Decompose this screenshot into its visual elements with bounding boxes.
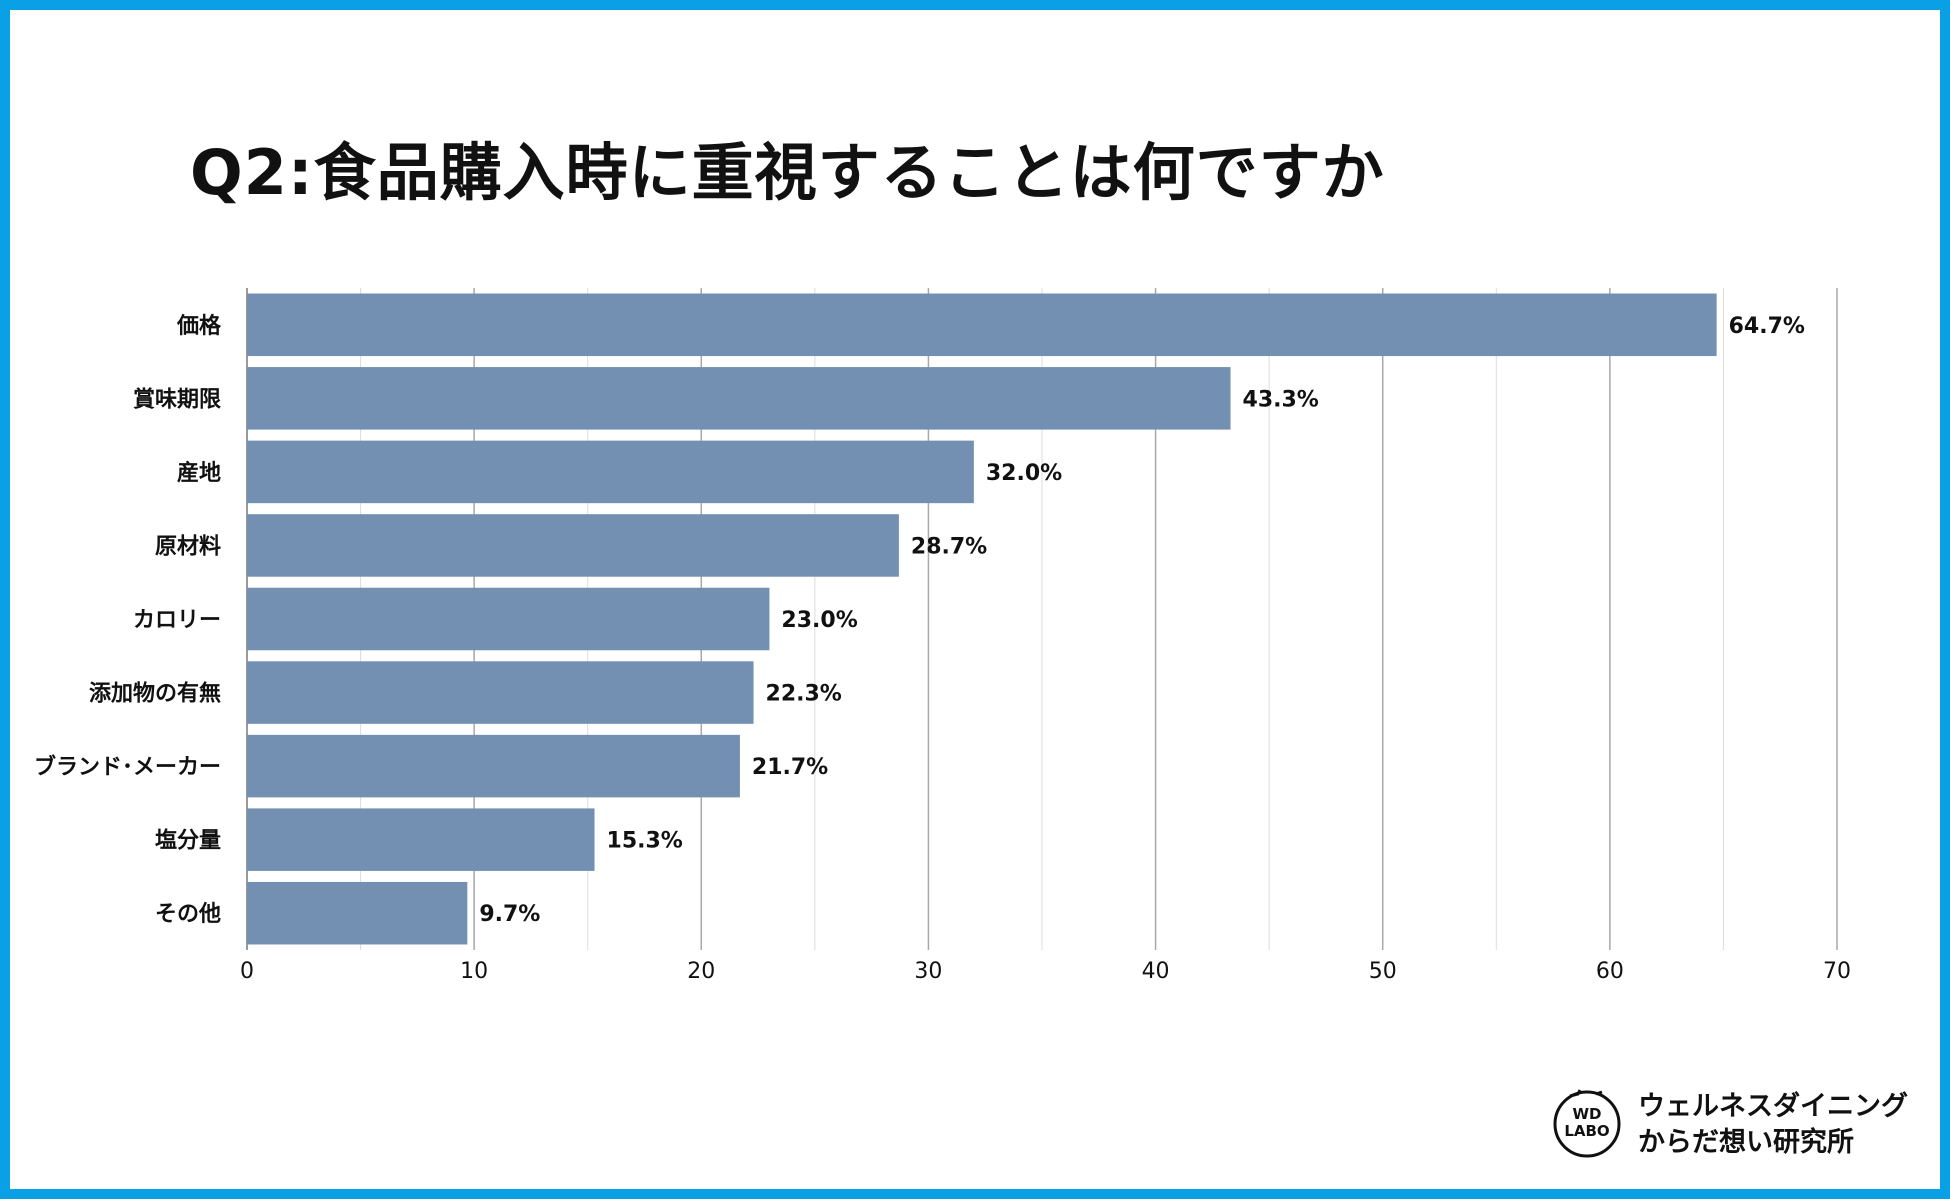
x-tick-label: 40 bbox=[1142, 959, 1170, 984]
category-label: 価格 bbox=[176, 313, 222, 339]
data-label: 23.0% bbox=[781, 608, 857, 633]
data-label: 15.3% bbox=[607, 829, 683, 854]
data-label: 21.7% bbox=[752, 755, 828, 780]
x-tick-label: 50 bbox=[1369, 959, 1397, 984]
bar-chart: 0 10 20 30 40 50 60 70 価格 64.7% 賞味期限 43.3% 産地 32.0% 原材… bbox=[34, 288, 1851, 984]
bar bbox=[247, 514, 899, 577]
data-label: 22.3% bbox=[766, 682, 842, 707]
category-label: 賞味期限 bbox=[133, 386, 221, 412]
category-label: ブランド･メーカー bbox=[34, 754, 221, 780]
data-label: 32.0% bbox=[986, 461, 1062, 486]
bars bbox=[247, 293, 1717, 945]
x-tick-label: 70 bbox=[1823, 959, 1851, 984]
labels: 0 10 20 30 40 50 60 70 価格 64.7% 賞味期限 43.3% 産地 32.0% 原材… bbox=[34, 313, 1851, 984]
logo-badge-text: WD LABO bbox=[1550, 1106, 1624, 1140]
data-label: 9.7% bbox=[479, 902, 540, 927]
data-label: 28.7% bbox=[911, 534, 987, 559]
flask-logo-icon bbox=[1553, 1089, 1621, 1158]
chart-title: Q2:食品購入時に重視することは何ですか bbox=[190, 136, 1385, 209]
x-tick-label: 60 bbox=[1596, 959, 1624, 984]
bar bbox=[247, 881, 468, 945]
logo-badge-line2: LABO bbox=[1564, 1122, 1610, 1140]
bar bbox=[247, 734, 740, 798]
logo-institute-name: からだ想い研究所 bbox=[1638, 1127, 1854, 1158]
logo-company-name: ウェルネスダイニング bbox=[1638, 1091, 1908, 1122]
bar bbox=[247, 808, 595, 871]
x-tick-label: 20 bbox=[687, 959, 715, 984]
bar bbox=[247, 440, 974, 504]
bar bbox=[247, 367, 1231, 430]
bar bbox=[247, 293, 1717, 357]
x-tick-label: 0 bbox=[240, 959, 254, 984]
bar bbox=[247, 661, 754, 724]
category-label: その他 bbox=[155, 902, 221, 927]
data-label: 43.3% bbox=[1243, 387, 1319, 412]
category-label: カロリー bbox=[133, 608, 221, 633]
wd-labo-logo: WD LABO ウェルネスダイニング からだ想い研究所 bbox=[1550, 1058, 1930, 1158]
category-label: 塩分量 bbox=[155, 828, 221, 854]
x-tick-label: 30 bbox=[914, 959, 942, 984]
x-tick-label: 10 bbox=[460, 959, 488, 984]
category-label: 産地 bbox=[177, 460, 221, 486]
category-label: 添加物の有無 bbox=[89, 681, 221, 707]
data-label: 64.7% bbox=[1729, 314, 1805, 339]
category-label: 原材料 bbox=[155, 534, 221, 559]
logo-badge-line1: WD bbox=[1572, 1105, 1602, 1123]
bar bbox=[247, 587, 770, 651]
